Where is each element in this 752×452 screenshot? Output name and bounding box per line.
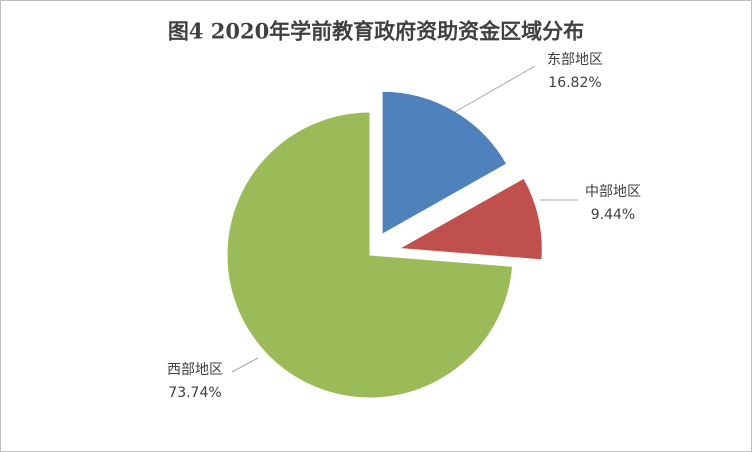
chart-title: 图4 2020年学前教育政府资助资金区域分布 (168, 19, 584, 44)
pie-slice (397, 177, 543, 261)
pie-slice (381, 90, 508, 236)
slice-value: 16.82% (548, 75, 601, 91)
pie-slice (226, 111, 514, 399)
slice-label: 中部地区 (585, 184, 641, 200)
leader-line (231, 357, 259, 373)
leader-line (454, 65, 536, 113)
slice-label: 西部地区 (167, 362, 223, 378)
slice-label: 东部地区 (547, 52, 603, 68)
slice-value: 9.44% (591, 207, 635, 223)
slice-value: 73.74% (168, 385, 221, 401)
